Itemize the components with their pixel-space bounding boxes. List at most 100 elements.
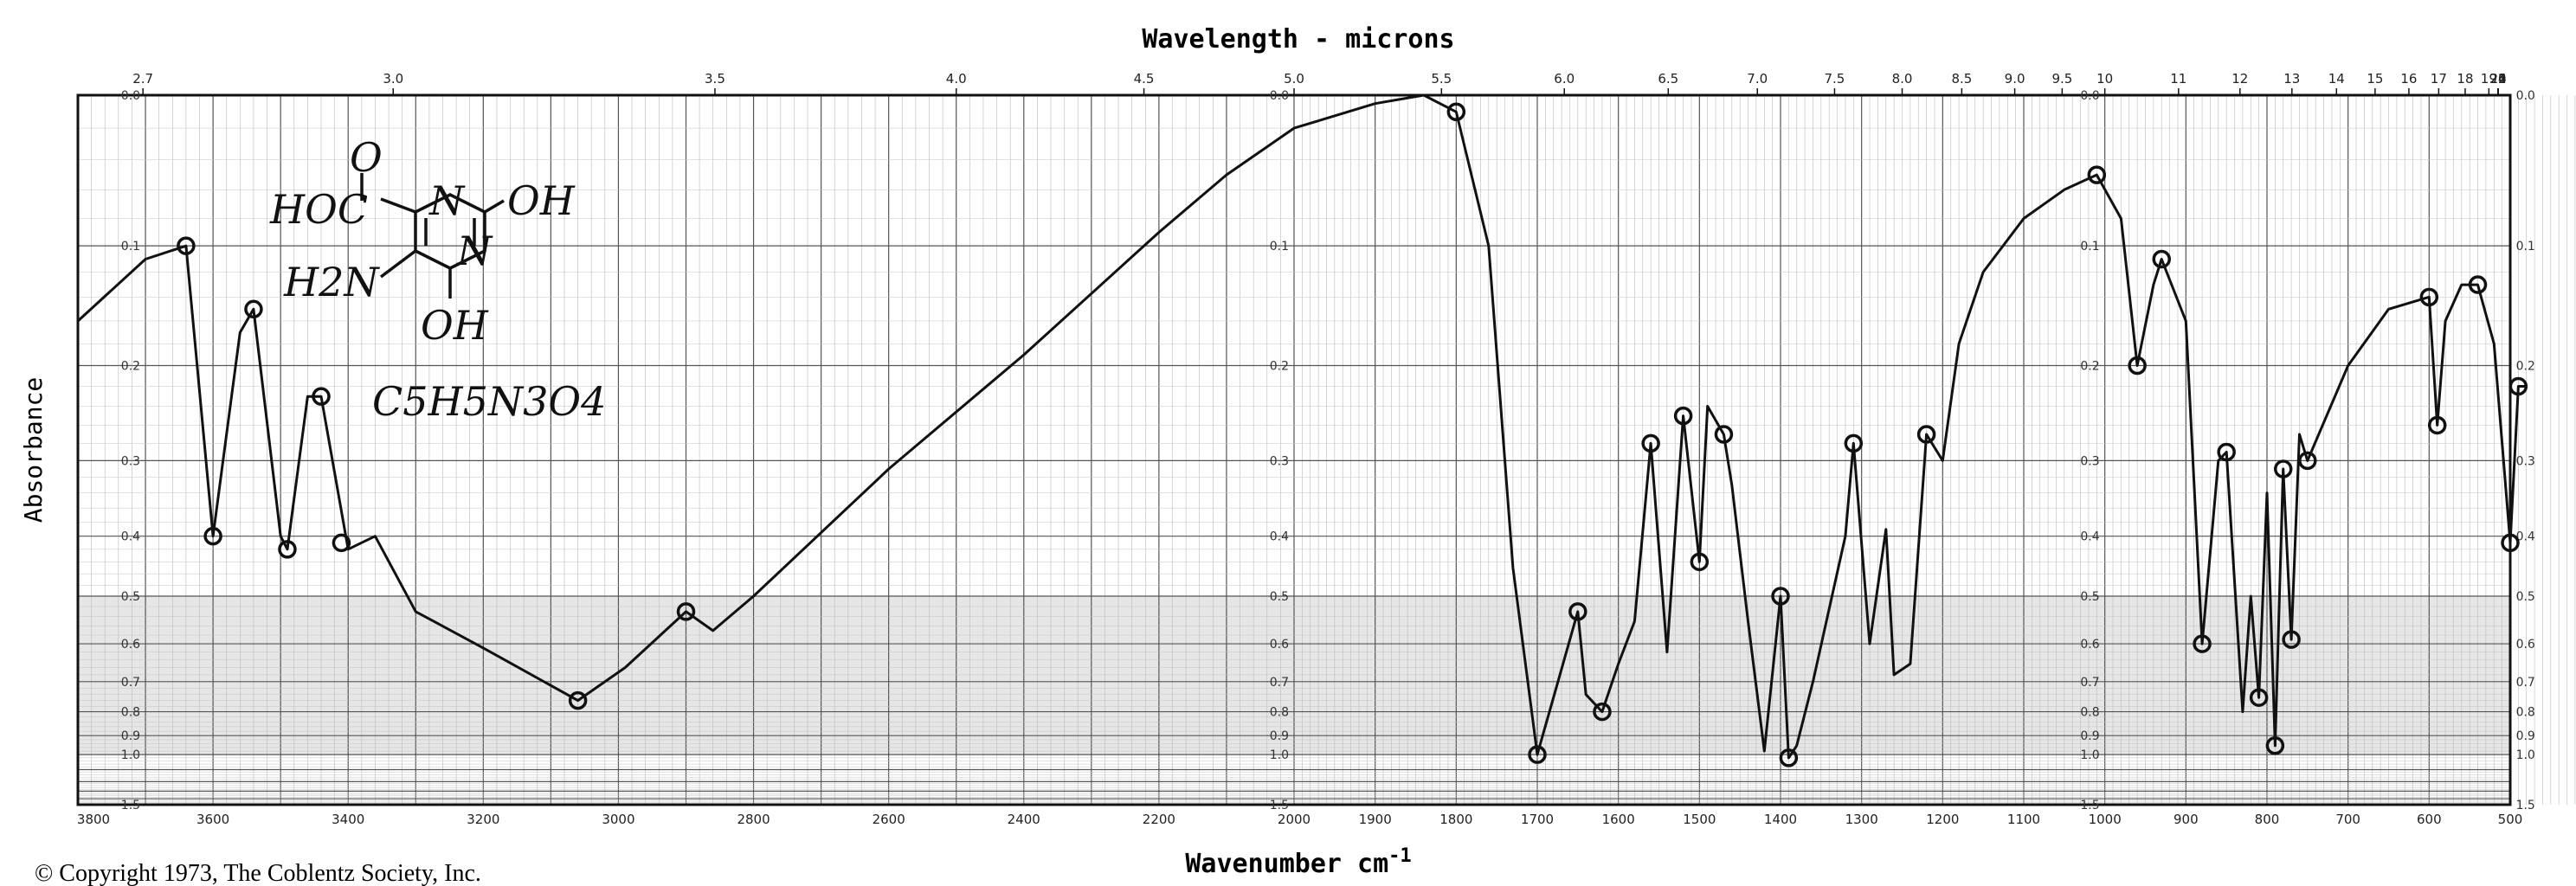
absorbance-scale-label: 0.1	[2516, 240, 2535, 254]
x-tick-label: 3200	[467, 812, 499, 827]
absorbance-scale-label: 0.8	[2080, 706, 2099, 720]
absorbance-scale-label: 1.5	[121, 799, 140, 812]
wavelength-tick-label: 15	[2367, 71, 2383, 87]
absorbance-scale-label: 0.9	[121, 729, 140, 743]
wavelength-tick-label: 9.0	[2005, 71, 2025, 87]
absorbance-scale-label: 0.4	[121, 530, 140, 544]
wavelength-tick-label: 16	[2400, 71, 2417, 87]
peak-marker	[203, 526, 222, 546]
absorbance-scale-label: 0.7	[2516, 676, 2535, 690]
x-tick-label: 900	[2174, 812, 2199, 827]
structure-label-carbonyl-o: O	[350, 134, 383, 181]
series-layer	[76, 93, 2527, 760]
peak-marker	[1916, 425, 1936, 444]
absorbance-scale-label: 0.4	[2516, 530, 2535, 544]
absorbance-scale-label: 0.0	[2516, 89, 2535, 103]
absorbance-scale-label: 0.6	[1270, 638, 1289, 652]
wavelength-tick-label: 7.0	[1747, 71, 1768, 87]
wavelength-tick-label: 5.0	[1284, 71, 1304, 87]
absorbance-scale-label: 0.7	[2080, 676, 2099, 690]
x-tick-label: 1900	[1359, 812, 1392, 827]
peak-marker	[1673, 406, 1693, 426]
wavelength-tick-label: 7.5	[1825, 71, 1845, 87]
absorbance-scale-label: 1.5	[1270, 799, 1289, 812]
molecule-structure-labels: HOC O N OH H2N N OH C5H5N3O4	[269, 134, 606, 425]
x-axis-label: Wavenumber cm-1	[1185, 845, 1411, 879]
peak-marker	[244, 299, 263, 319]
absorbance-scale-label: 0.2	[2080, 359, 2099, 373]
absorbance-scale-label: 0.5	[121, 590, 140, 604]
x-tick-label: 700	[2335, 812, 2360, 827]
absorbance-scale-label: 1.5	[2080, 799, 2099, 812]
peak-marker	[1714, 425, 1734, 444]
wavelength-tick-label: 3.5	[705, 71, 725, 87]
x-tick-label: 2200	[1143, 812, 1175, 827]
wavelength-tick-label: 4.0	[946, 71, 967, 87]
absorbance-scale-label: 0.5	[2516, 590, 2535, 604]
peak-marker	[1528, 745, 1547, 764]
wavelength-tick-label: 11	[2170, 71, 2186, 87]
wavelength-tick-label: 8.0	[1892, 71, 1913, 87]
peak-marker	[1779, 748, 1799, 767]
x-tick-label: 800	[2255, 812, 2280, 827]
wavelength-tick-label: 9.5	[2051, 71, 2072, 87]
x-tick-label: 1500	[1683, 812, 1716, 827]
peak-marker	[2468, 275, 2488, 294]
absorbance-scale-label: 0.7	[121, 676, 140, 690]
wavelength-tick-label: 3.0	[383, 71, 403, 87]
copyright-notice: © Copyright 1973, The Coblentz Society, …	[35, 860, 481, 886]
absorbance-scale-label: 0.5	[1270, 590, 1289, 604]
absorbance-scale-label: 0.3	[1270, 454, 1289, 468]
absorbance-scale-label: 1.5	[2516, 799, 2535, 812]
x-tick-label: 500	[2498, 812, 2523, 827]
marker-layer	[177, 102, 2528, 767]
absorbance-scale-label: 0.0	[1270, 89, 1289, 103]
wavelength-tick-label: 10	[2096, 71, 2113, 87]
x-tick-label: 1800	[1439, 812, 1472, 827]
absorbance-scale-label: 0.7	[1270, 676, 1289, 690]
structure-label-oh-right: OH	[507, 177, 576, 224]
absorbance-scale-label: 0.8	[2516, 706, 2535, 720]
x-tick-label: 3400	[332, 812, 364, 827]
wavelength-tick-label: 18	[2457, 71, 2473, 87]
structure-label-oh-bottom: OH	[421, 302, 489, 349]
bond-line	[379, 249, 417, 279]
x-tick-label: 1200	[1926, 812, 1959, 827]
peak-marker	[278, 540, 297, 559]
bond-line	[484, 199, 505, 214]
wavelength-tick-label: 8.5	[1951, 71, 1972, 87]
ticks-layer: 3800 3600 3400 3200 3000 2800 2600 2400 2200 2000…	[77, 71, 2535, 827]
absorbance-scale-label: 0.0	[2080, 89, 2099, 103]
peak-marker	[1771, 587, 1790, 606]
absorbance-scale-label: 0.5	[2080, 590, 2099, 604]
absorbance-scale-label: 0.6	[2080, 638, 2099, 652]
absorbance-scale-label: 0.8	[1270, 706, 1289, 720]
wavelength-tick-label: 20	[2489, 71, 2506, 87]
absorbance-scale-label: 0.8	[121, 706, 140, 720]
absorbance-scale-label: 0.1	[1270, 240, 1289, 254]
x-tick-label: 1700	[1521, 812, 1554, 827]
x-tick-label: 3000	[602, 812, 634, 827]
peak-marker	[1446, 102, 1466, 122]
peak-marker	[2217, 442, 2236, 462]
x-tick-label: 2800	[737, 812, 770, 827]
wavelength-tick-label: 12	[2231, 71, 2248, 87]
x-tick-label: 1000	[2089, 812, 2122, 827]
absorbance-scale-label: 0.3	[2080, 454, 2099, 468]
absorbance-scale-label: 0.1	[2080, 240, 2099, 254]
bond-line	[380, 197, 416, 214]
absorbance-scale-label: 0.3	[2516, 454, 2535, 468]
peak-marker	[2298, 451, 2317, 471]
peak-marker	[2419, 287, 2439, 307]
absorbance-scale-label: 0.0	[121, 89, 140, 103]
absorbance-scale-label: 0.9	[1270, 729, 1289, 743]
wavelength-tick-label: 19	[2481, 71, 2497, 87]
peak-marker	[1690, 552, 1710, 572]
absorbance-scale-label: 0.2	[1270, 359, 1289, 373]
peak-marker	[332, 533, 351, 553]
wavelength-tick-label: 14	[2328, 71, 2345, 87]
structure-label-ring-n-top: N	[428, 177, 466, 224]
peak-marker	[2193, 634, 2212, 653]
absorbance-scale-label: 0.9	[2516, 729, 2535, 743]
